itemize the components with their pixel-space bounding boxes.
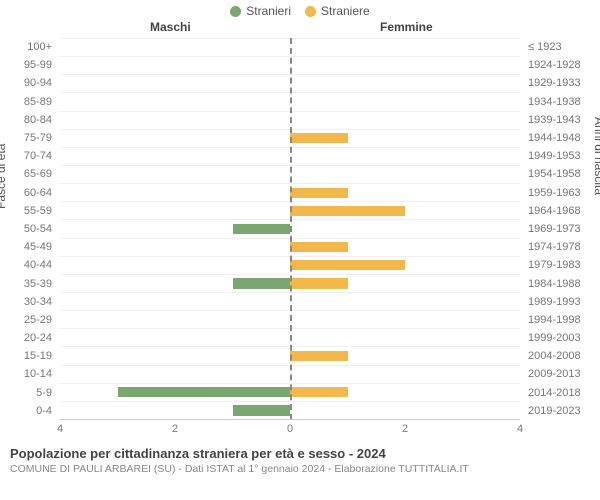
age-label: 35-39	[0, 274, 56, 292]
age-label: 80-84	[0, 111, 56, 129]
birth-label: 1934-1938	[524, 93, 600, 111]
birth-axis-labels: ≤ 19231924-19281929-19331934-19381939-19…	[524, 38, 600, 420]
age-label: 95-99	[0, 56, 56, 74]
x-tick: 0	[287, 423, 293, 435]
age-label: 0-4	[0, 402, 56, 420]
age-label: 50-54	[0, 220, 56, 238]
age-label: 20-24	[0, 329, 56, 347]
age-label: 70-74	[0, 147, 56, 165]
age-label: 5-9	[0, 384, 56, 402]
birth-label: 1944-1948	[524, 129, 600, 147]
birth-label: 1984-1988	[524, 274, 600, 292]
center-line	[290, 38, 292, 420]
age-label: 100+	[0, 38, 56, 56]
birth-label: 1959-1963	[524, 184, 600, 202]
age-label: 40-44	[0, 256, 56, 274]
bar-female	[290, 260, 405, 270]
birth-label: 1969-1973	[524, 220, 600, 238]
age-label: 25-29	[0, 311, 56, 329]
bar-female	[290, 242, 348, 252]
bar-male	[233, 405, 291, 415]
birth-label: 2014-2018	[524, 384, 600, 402]
birth-label: 1999-2003	[524, 329, 600, 347]
x-tick: 2	[172, 423, 178, 435]
birth-label: 1924-1928	[524, 56, 600, 74]
bar-male	[118, 387, 291, 397]
bar-female	[290, 133, 348, 143]
swatch-female	[305, 6, 316, 17]
age-label: 85-89	[0, 93, 56, 111]
age-label: 55-59	[0, 202, 56, 220]
age-label: 60-64	[0, 184, 56, 202]
birth-label: 1994-1998	[524, 311, 600, 329]
age-label: 30-34	[0, 293, 56, 311]
bar-female	[290, 278, 348, 288]
legend: Stranieri Straniere	[0, 0, 600, 20]
plot	[60, 38, 520, 420]
legend-label-female: Straniere	[321, 4, 370, 18]
age-label: 10-14	[0, 365, 56, 383]
x-axis: 4 2 0 2 4	[60, 419, 520, 440]
legend-item-male: Stranieri	[230, 4, 291, 18]
birth-label: ≤ 1923	[524, 38, 600, 56]
x-tick: 2	[402, 423, 408, 435]
chart-title: Popolazione per cittadinanza straniera p…	[10, 446, 590, 461]
legend-item-female: Straniere	[305, 4, 370, 18]
chart-subtitle: COMUNE DI PAULI ARBAREI (SU) - Dati ISTA…	[10, 463, 590, 475]
chart-area: Fasce di età Anni di nascita 100+95-9990…	[0, 38, 600, 440]
birth-label: 1954-1958	[524, 165, 600, 183]
column-titles: Maschi Femmine	[0, 20, 600, 38]
birth-label: 2004-2008	[524, 347, 600, 365]
age-label: 65-69	[0, 165, 56, 183]
bar-female	[290, 351, 348, 361]
age-label: 45-49	[0, 238, 56, 256]
birth-label: 1964-1968	[524, 202, 600, 220]
birth-label: 1979-1983	[524, 256, 600, 274]
age-label: 75-79	[0, 129, 56, 147]
birth-label: 1929-1933	[524, 74, 600, 92]
x-tick: 4	[57, 423, 63, 435]
birth-label: 2019-2023	[524, 402, 600, 420]
col-title-left: Maschi	[150, 20, 191, 34]
birth-label: 1974-1978	[524, 238, 600, 256]
legend-label-male: Stranieri	[246, 4, 291, 18]
bar-male	[233, 278, 291, 288]
bar-female	[290, 188, 348, 198]
bar-female	[290, 387, 348, 397]
bar-female	[290, 206, 405, 216]
birth-label: 1989-1993	[524, 293, 600, 311]
age-label: 90-94	[0, 74, 56, 92]
age-axis-labels: 100+95-9990-9485-8980-8475-7970-7465-696…	[0, 38, 56, 420]
birth-label: 2009-2013	[524, 365, 600, 383]
swatch-male	[230, 6, 241, 17]
col-title-right: Femmine	[380, 20, 433, 34]
x-tick: 4	[517, 423, 523, 435]
bar-male	[233, 224, 291, 234]
chart-footer: Popolazione per cittadinanza straniera p…	[0, 440, 600, 475]
age-label: 15-19	[0, 347, 56, 365]
birth-label: 1939-1943	[524, 111, 600, 129]
birth-label: 1949-1953	[524, 147, 600, 165]
